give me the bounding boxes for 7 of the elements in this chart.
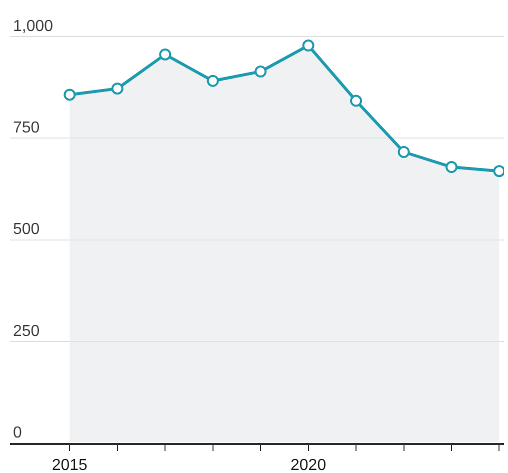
y-tick-label: 500 [13, 221, 40, 238]
x-tick-label: 2020 [290, 456, 326, 473]
y-tick-label: 0 [13, 424, 22, 442]
y-tick-label: 750 [13, 120, 40, 137]
y-tick-label: 1,000 [13, 18, 54, 35]
x-tick-label: 2015 [52, 456, 88, 473]
y-tick-label: 250 [13, 322, 40, 340]
